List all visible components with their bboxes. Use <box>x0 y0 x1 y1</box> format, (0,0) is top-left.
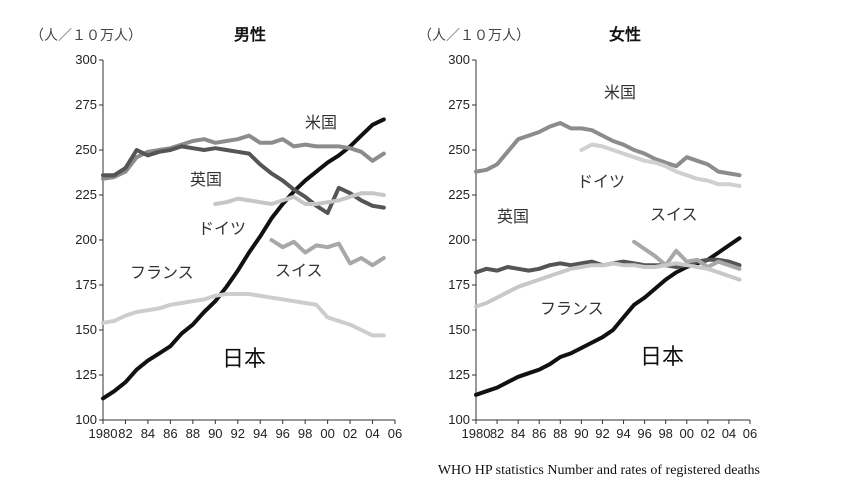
series-label-japan: 日本 <box>222 347 266 372</box>
x-tick-label: 86 <box>532 426 546 441</box>
series-line-switzerland <box>632 239 742 271</box>
y-tick-label: 150 <box>75 322 97 337</box>
x-tick-label: 02 <box>701 426 715 441</box>
y-tick-label: 275 <box>448 97 470 112</box>
y-tick-label: 125 <box>448 367 470 382</box>
y-tick-label: 175 <box>448 277 470 292</box>
chart-title: 女性 <box>609 25 641 44</box>
y-tick-label: 100 <box>75 412 97 427</box>
series-label-uk: 英国 <box>190 170 222 189</box>
x-tick-label: 92 <box>231 426 245 441</box>
series-line-uk <box>101 144 386 215</box>
series-label-usa: 米国 <box>305 113 337 132</box>
x-tick-label: 04 <box>365 426 379 441</box>
y-tick-label: 225 <box>448 187 470 202</box>
series-line-germany <box>579 142 742 188</box>
x-tick-label: 88 <box>186 426 200 441</box>
y-tick-label: 125 <box>75 367 97 382</box>
series-label-germany: ドイツ <box>577 172 625 191</box>
chart-female: 女性 （人／１０万人） 100 125 150 175 200 225 250 275 300 198… <box>418 25 757 441</box>
x-tick-label: 90 <box>574 426 588 441</box>
y-tick-label: 200 <box>75 232 97 247</box>
x-tick-label: 98 <box>298 426 312 441</box>
y-tick-label: 300 <box>75 52 97 67</box>
x-tick-label: 90 <box>208 426 222 441</box>
series-label-germany: ドイツ <box>198 219 246 238</box>
x-tick-label: 04 <box>722 426 736 441</box>
series-label-france: フランス <box>540 299 604 318</box>
y-unit-label: （人／１０万人） <box>418 28 530 44</box>
y-tick-label: 175 <box>75 277 97 292</box>
series-label-japan: 日本 <box>640 345 684 370</box>
series-line-usa <box>474 121 742 178</box>
x-tick-label: 94 <box>253 426 267 441</box>
series-line-germany <box>213 191 386 206</box>
source-caption: WHO HP statistics Number and rates of re… <box>438 463 760 478</box>
x-tick-label: 96 <box>275 426 289 441</box>
series-label-usa: 米国 <box>604 83 636 102</box>
series-line-usa <box>101 133 386 181</box>
y-tick-label: 150 <box>448 322 470 337</box>
y-tick-label: 250 <box>448 142 470 157</box>
x-tick-label: 00 <box>320 426 334 441</box>
y-tick-label: 300 <box>448 52 470 67</box>
x-tick-label: 82 <box>118 426 132 441</box>
x-tick-label: 84 <box>511 426 525 441</box>
series-line-france <box>474 261 742 309</box>
x-tick-label: 98 <box>658 426 672 441</box>
y-tick-label: 200 <box>448 232 470 247</box>
x-tick-label: 1980 <box>462 426 491 441</box>
x-tick-label: 86 <box>163 426 177 441</box>
x-tick-label: 1980 <box>89 426 118 441</box>
series-label-uk: 英国 <box>497 207 529 226</box>
series-line-japan <box>101 117 386 401</box>
x-tick-label: 06 <box>388 426 402 441</box>
chart-male: 男性 （人／１０万人） 100 125 150 175 200 225 250 275 300 198… <box>30 25 402 441</box>
x-tick-label: 92 <box>595 426 609 441</box>
y-tick-label: 250 <box>75 142 97 157</box>
series-line-switzerland <box>269 238 386 268</box>
y-tick-label: 225 <box>75 187 97 202</box>
x-tick-label: 94 <box>616 426 630 441</box>
series-line-france <box>101 292 386 338</box>
series-label-france: フランス <box>130 263 194 282</box>
x-tick-label: 02 <box>343 426 357 441</box>
y-unit-label: （人／１０万人） <box>30 28 142 44</box>
series-label-switzerland: スイス <box>650 205 698 224</box>
x-tick-label: 82 <box>490 426 504 441</box>
series-label-switzerland: スイス <box>275 261 323 280</box>
x-tick-label: 84 <box>141 426 155 441</box>
chart-title: 男性 <box>234 25 266 44</box>
y-tick-label: 100 <box>448 412 470 427</box>
y-tick-label: 275 <box>75 97 97 112</box>
x-tick-label: 00 <box>680 426 694 441</box>
x-tick-label: 06 <box>743 426 757 441</box>
x-tick-label: 96 <box>637 426 651 441</box>
x-tick-label: 88 <box>553 426 567 441</box>
